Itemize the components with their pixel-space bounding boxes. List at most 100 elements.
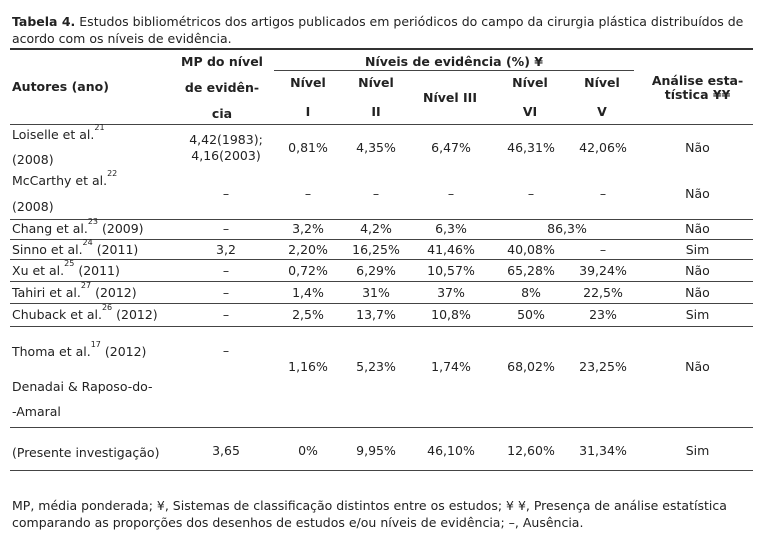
row-level-2: 6,29% bbox=[356, 263, 396, 278]
header-level-2-word: Nível bbox=[358, 75, 394, 90]
row-level-6: 50% bbox=[517, 307, 545, 322]
row-level-6: 8% bbox=[521, 285, 541, 300]
row-author: -Amaral bbox=[12, 404, 61, 419]
row-mp: 4,42(1983); bbox=[189, 132, 263, 147]
header-level-3: Nível III bbox=[423, 90, 477, 105]
header-analysis-line1: Análise esta- bbox=[651, 73, 744, 88]
row-level-1: 0% bbox=[298, 443, 318, 458]
row-level-6: 68,02% bbox=[507, 359, 555, 374]
row-level-5: – bbox=[599, 186, 607, 201]
header-mp-line1: MP do nível bbox=[181, 54, 263, 69]
row-mp: 3,2 bbox=[216, 242, 236, 257]
row-rule bbox=[10, 281, 753, 282]
row-level-3: 6,47% bbox=[431, 140, 471, 155]
row-level-3: 6,3% bbox=[435, 221, 467, 236]
row-level-3: 41,46% bbox=[427, 242, 475, 257]
levels-group-underline bbox=[274, 70, 634, 71]
row-rule bbox=[10, 219, 753, 220]
header-levels-group: Níveis de evidência (%) ¥ bbox=[365, 54, 543, 69]
row-level-3: 46,10% bbox=[427, 443, 475, 458]
row-level-5: 22,5% bbox=[583, 285, 623, 300]
row-mp: 3,65 bbox=[212, 443, 240, 458]
row-author: Sinno et al.24 (2011) bbox=[12, 237, 139, 257]
row-analysis: Sim bbox=[685, 443, 710, 458]
row-rule bbox=[10, 303, 753, 304]
row-level-2: 5,23% bbox=[356, 359, 396, 374]
row-level-5: 23% bbox=[589, 307, 617, 322]
row-level-5: 42,06% bbox=[579, 140, 627, 155]
header-level-5-word: Nível bbox=[584, 75, 620, 90]
row-level-1: 2,5% bbox=[292, 307, 324, 322]
header-bottom-rule bbox=[10, 124, 753, 125]
row-rule bbox=[10, 239, 753, 240]
row-rule bbox=[10, 326, 753, 327]
row-author: Denadai & Raposo-do- bbox=[12, 379, 153, 394]
header-level-5: V bbox=[597, 104, 607, 119]
row-level-2: 4,2% bbox=[360, 221, 392, 236]
row-level-1: 1,16% bbox=[288, 359, 328, 374]
row-analysis: Não bbox=[685, 186, 710, 201]
table-top-rule bbox=[10, 48, 753, 50]
header-authors: Autores (ano) bbox=[12, 79, 109, 94]
row-year: (2008) bbox=[12, 152, 54, 167]
row-analysis: Não bbox=[685, 221, 710, 236]
row-level-6: – bbox=[527, 186, 535, 201]
row-level-5: 31,34% bbox=[579, 443, 627, 458]
header-mp-line2: de evidên- bbox=[184, 80, 260, 95]
row-level-3: – bbox=[447, 186, 455, 201]
row-mp: – bbox=[222, 186, 230, 201]
row-level-3: 1,74% bbox=[431, 359, 471, 374]
row-level-6: 46,31% bbox=[507, 140, 555, 155]
row-level-1: 1,4% bbox=[292, 285, 324, 300]
row-analysis: Não bbox=[685, 285, 710, 300]
row-level-1: 3,2% bbox=[292, 221, 324, 236]
row-level-6: 12,60% bbox=[507, 443, 555, 458]
row-author: Chuback et al.26 (2012) bbox=[12, 302, 158, 322]
row-level-2: 13,7% bbox=[356, 307, 396, 322]
row-author: (Presente investigação) bbox=[12, 445, 160, 460]
row-level-2: – bbox=[372, 186, 380, 201]
row-mp: – bbox=[222, 221, 230, 236]
row-level-5: 39,24% bbox=[579, 263, 627, 278]
row-analysis: Não bbox=[685, 140, 710, 155]
row-level-2: 9,95% bbox=[356, 443, 396, 458]
row-level-5: – bbox=[599, 242, 607, 257]
row-level-1: 0,72% bbox=[288, 263, 328, 278]
row-level-1: 0,81% bbox=[288, 140, 328, 155]
row-level-1: 2,20% bbox=[288, 242, 328, 257]
row-level-6: 40,08% bbox=[507, 242, 555, 257]
header-mp-line3: cia bbox=[211, 106, 233, 121]
row-mp: – bbox=[222, 285, 230, 300]
row-rule bbox=[10, 259, 753, 260]
row-analysis: Sim bbox=[685, 242, 710, 257]
row-mp: 4,16(2003) bbox=[191, 148, 261, 163]
row-author: Tahiri et al.27 (2012) bbox=[12, 280, 137, 300]
row-author: Xu et al.25 (2011) bbox=[12, 258, 120, 278]
row-level-3: 10,8% bbox=[431, 307, 471, 322]
table-bottom-rule bbox=[10, 470, 753, 471]
table-footnote: MP, média ponderada; ¥, Sistemas de clas… bbox=[12, 498, 727, 530]
row-author: McCarthy et al.22 bbox=[12, 168, 118, 188]
caption-text: Estudos bibliométricos dos artigos publi… bbox=[12, 14, 744, 46]
row-analysis: Não bbox=[685, 263, 710, 278]
header-level-6-word: Nível bbox=[512, 75, 548, 90]
caption-label: Tabela 4. bbox=[12, 14, 76, 29]
row-analysis: Sim bbox=[685, 307, 710, 322]
row-level-3: 37% bbox=[437, 285, 465, 300]
row-level-1: – bbox=[304, 186, 312, 201]
row-year: (2008) bbox=[12, 199, 54, 214]
header-level-6: VI bbox=[522, 104, 538, 119]
table-caption: Tabela 4. Estudos bibliométricos dos art… bbox=[12, 13, 752, 47]
row-author: Chang et al.23 (2009) bbox=[12, 216, 144, 236]
row-mp: – bbox=[222, 307, 230, 322]
row-level-6-5-merged: 86,3% bbox=[547, 221, 587, 236]
header-level-1-word: Nível bbox=[290, 75, 326, 90]
header-level-1: I bbox=[305, 104, 311, 119]
header-analysis-line2: tística ¥¥ bbox=[664, 87, 731, 102]
row-level-2: 4,35% bbox=[356, 140, 396, 155]
row-author: Thoma et al.17 (2012) bbox=[12, 339, 147, 359]
row-rule bbox=[10, 427, 753, 428]
row-level-6: 65,28% bbox=[507, 263, 555, 278]
row-level-2: 31% bbox=[362, 285, 390, 300]
row-mp: – bbox=[222, 343, 230, 358]
